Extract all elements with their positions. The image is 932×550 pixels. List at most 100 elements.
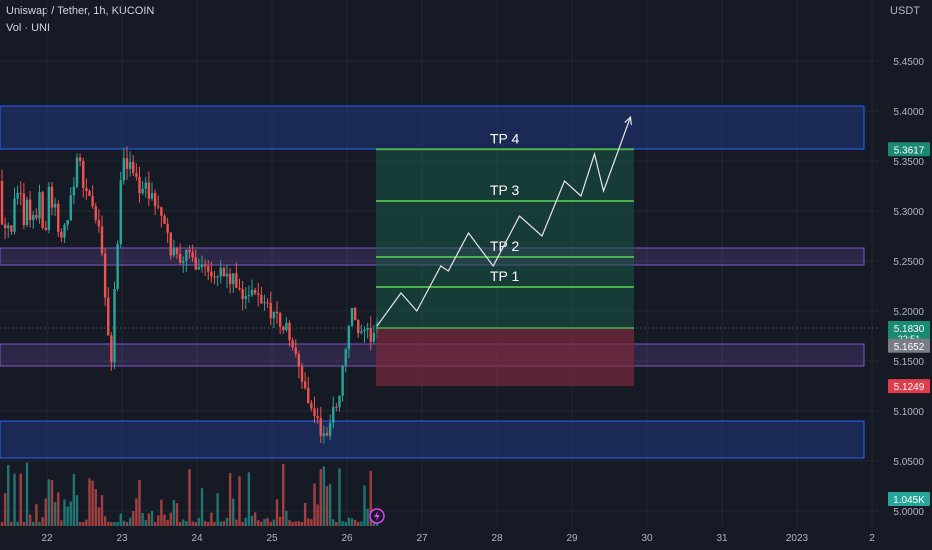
volume-bar [253, 512, 257, 526]
candle [232, 273, 235, 285]
volume-bar [119, 513, 122, 526]
volume-bar [166, 520, 169, 526]
candle [307, 387, 310, 404]
candle [322, 433, 326, 436]
candle [57, 203, 60, 232]
projected-path [376, 116, 632, 327]
candle [0, 181, 4, 225]
candle [300, 366, 304, 382]
volume-bar [25, 462, 29, 526]
candle [32, 215, 35, 221]
candle [282, 326, 285, 331]
candle [47, 186, 51, 230]
candle [35, 215, 38, 219]
candle [3, 224, 7, 229]
x-tick-label: 26 [341, 533, 353, 544]
volume-bar [357, 521, 360, 526]
candle [72, 186, 76, 196]
volume-bar [22, 521, 26, 526]
candle [132, 161, 135, 174]
volume-bar [197, 517, 201, 526]
y-tick-label: 5.3500 [893, 157, 924, 168]
candle [178, 253, 182, 263]
price-label: 5.1652 [894, 342, 925, 353]
candle [253, 289, 257, 294]
candle [182, 260, 185, 263]
volume-bar [169, 512, 172, 526]
volume-bar [269, 521, 272, 526]
candle [10, 225, 13, 232]
volume-bar [325, 486, 329, 526]
candle [119, 180, 122, 245]
candle [160, 207, 163, 216]
volume-bar [263, 518, 266, 526]
candle [122, 158, 126, 181]
candle [38, 192, 41, 219]
volume-bar [116, 521, 119, 526]
candle [191, 252, 194, 258]
symbol-title: Uniswap / Tether, 1h, KUCOIN [6, 5, 155, 17]
candle [147, 182, 151, 199]
volume-bar [188, 469, 191, 526]
volume-bar [210, 512, 213, 526]
volume-bar [57, 492, 60, 526]
volume-bar [144, 520, 147, 526]
volume-bar [53, 502, 57, 526]
volume-bar [135, 498, 138, 526]
candle [350, 307, 354, 326]
candle [150, 193, 154, 199]
candle [360, 331, 363, 333]
candle [172, 248, 176, 256]
candle [257, 293, 260, 295]
candle [363, 329, 366, 332]
volume-bar [297, 521, 301, 526]
volume-bar [107, 521, 110, 526]
candle [113, 288, 116, 363]
volume-bar [347, 517, 351, 526]
candle [353, 307, 357, 320]
volume-bar [219, 521, 222, 526]
volume-bar [32, 521, 35, 526]
candle [88, 191, 91, 196]
volume-bar [341, 521, 344, 526]
price-label-box [888, 142, 930, 157]
candle [41, 192, 44, 228]
candle [238, 287, 241, 290]
y-tick-label: 5.4000 [893, 107, 924, 118]
candle [325, 433, 329, 436]
volume-bar [282, 464, 285, 526]
candle [203, 264, 207, 267]
volume-bar [366, 508, 369, 526]
candle [225, 273, 229, 277]
volume-bar [322, 466, 326, 526]
candle [341, 365, 344, 396]
candle [328, 423, 332, 436]
candle [200, 264, 204, 268]
volume-bar [0, 521, 4, 526]
volume-bar [225, 517, 229, 526]
volume-bar [172, 499, 176, 526]
candle [288, 322, 291, 341]
candle [16, 193, 19, 199]
volume-bar [3, 493, 7, 526]
volume-bar [69, 501, 72, 526]
volume-bar [16, 521, 19, 526]
volume-bar [300, 521, 304, 526]
volume-bar [7, 464, 10, 526]
candle [75, 157, 79, 187]
volume-bar [110, 521, 113, 526]
candle [169, 232, 172, 256]
volume-bar [128, 517, 132, 526]
volume-bar [203, 520, 207, 526]
volume-bar [266, 517, 269, 526]
candle [194, 257, 197, 270]
volume-bar [207, 521, 210, 526]
volume-bar [247, 472, 251, 526]
volume-bar [63, 499, 66, 526]
volume-bar [94, 489, 97, 526]
volume-bar [28, 514, 32, 526]
volume-bar [363, 485, 366, 526]
candle [85, 187, 88, 192]
volume-bar [72, 473, 76, 526]
